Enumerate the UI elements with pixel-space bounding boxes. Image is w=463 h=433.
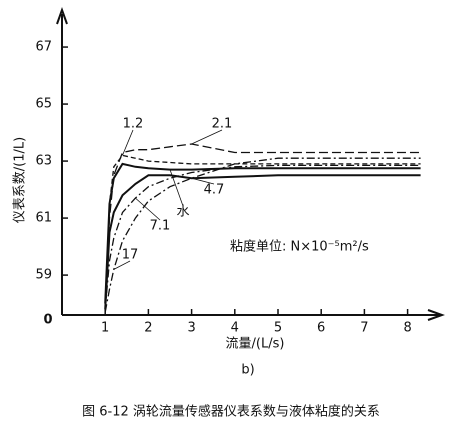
label-leader [113, 260, 131, 270]
x-tick-label: 6 [317, 321, 325, 336]
y-tick-label: 67 [35, 40, 52, 55]
caption: 图 6-12 涡轮流量传感器仪表系数与液体粘度的关系 [82, 404, 380, 420]
series-label: 1.2 [123, 117, 144, 132]
y-tick-label: 65 [35, 97, 52, 112]
series-line [104, 157, 421, 313]
sub-label: b) [241, 363, 254, 378]
y-tick-label: 59 [35, 268, 52, 283]
x-tick-label: 2 [144, 321, 152, 336]
y-tick-label: 63 [35, 154, 52, 169]
series-line [104, 164, 421, 310]
y-tick-label: 61 [35, 211, 52, 226]
x-axis-label: 流量/(L/s) [226, 337, 285, 352]
y-axis-label: 仪表系数/(1/L) [13, 137, 28, 223]
series-label: 2.1 [212, 117, 233, 132]
series-label: 7.1 [150, 219, 171, 234]
x-tick-label: 4 [231, 321, 239, 336]
series-label: 水 [176, 205, 189, 220]
series-line [104, 174, 421, 310]
label-leader [191, 177, 215, 185]
x-tick-label: 7 [360, 321, 368, 336]
x-tick-label: 5 [274, 321, 282, 336]
series-line [104, 154, 421, 304]
label-leader [191, 129, 223, 145]
x-axis [62, 309, 445, 321]
label-leader [122, 129, 134, 156]
series-label: 4.7 [204, 183, 225, 198]
series-line [104, 143, 421, 304]
label-leader [135, 197, 161, 221]
x-tick-label: 1 [101, 321, 109, 336]
origin-label: 0 [43, 313, 52, 328]
annotation: 粘度单位: N×10⁻⁵m²/s [230, 239, 369, 255]
series-line [104, 162, 421, 304]
y-axis [56, 7, 68, 315]
x-tick-label: 8 [403, 321, 411, 336]
x-tick-label: 3 [187, 321, 195, 336]
series-label: 17 [122, 248, 139, 263]
